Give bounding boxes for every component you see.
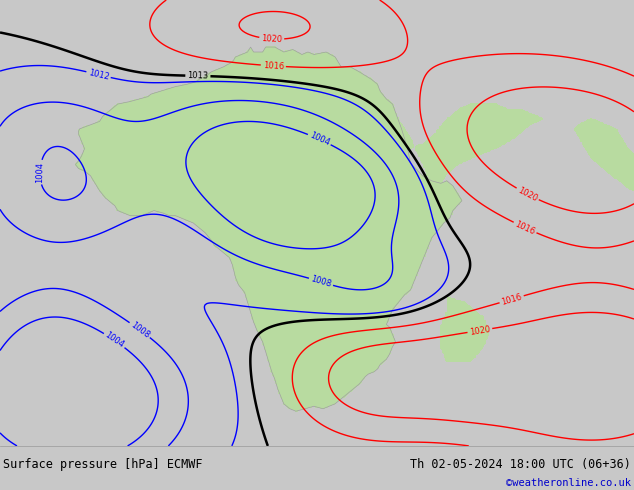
Text: 1004: 1004 xyxy=(103,331,126,350)
Text: 1013: 1013 xyxy=(187,71,209,81)
Text: ©weatheronline.co.uk: ©weatheronline.co.uk xyxy=(506,478,631,488)
Text: 1004: 1004 xyxy=(36,162,45,183)
Text: 1008: 1008 xyxy=(129,320,151,340)
Text: 1016: 1016 xyxy=(500,292,523,307)
Text: 1004: 1004 xyxy=(308,131,331,148)
Text: 1016: 1016 xyxy=(514,219,536,236)
Text: 1016: 1016 xyxy=(262,61,284,71)
Text: 1020: 1020 xyxy=(469,324,491,337)
Text: 1020: 1020 xyxy=(516,185,539,203)
Text: 1012: 1012 xyxy=(87,68,110,81)
Text: Surface pressure [hPa] ECMWF: Surface pressure [hPa] ECMWF xyxy=(3,458,203,471)
Text: Th 02-05-2024 18:00 UTC (06+36): Th 02-05-2024 18:00 UTC (06+36) xyxy=(410,458,631,471)
Text: 1008: 1008 xyxy=(309,274,332,289)
Text: 1020: 1020 xyxy=(261,34,283,44)
